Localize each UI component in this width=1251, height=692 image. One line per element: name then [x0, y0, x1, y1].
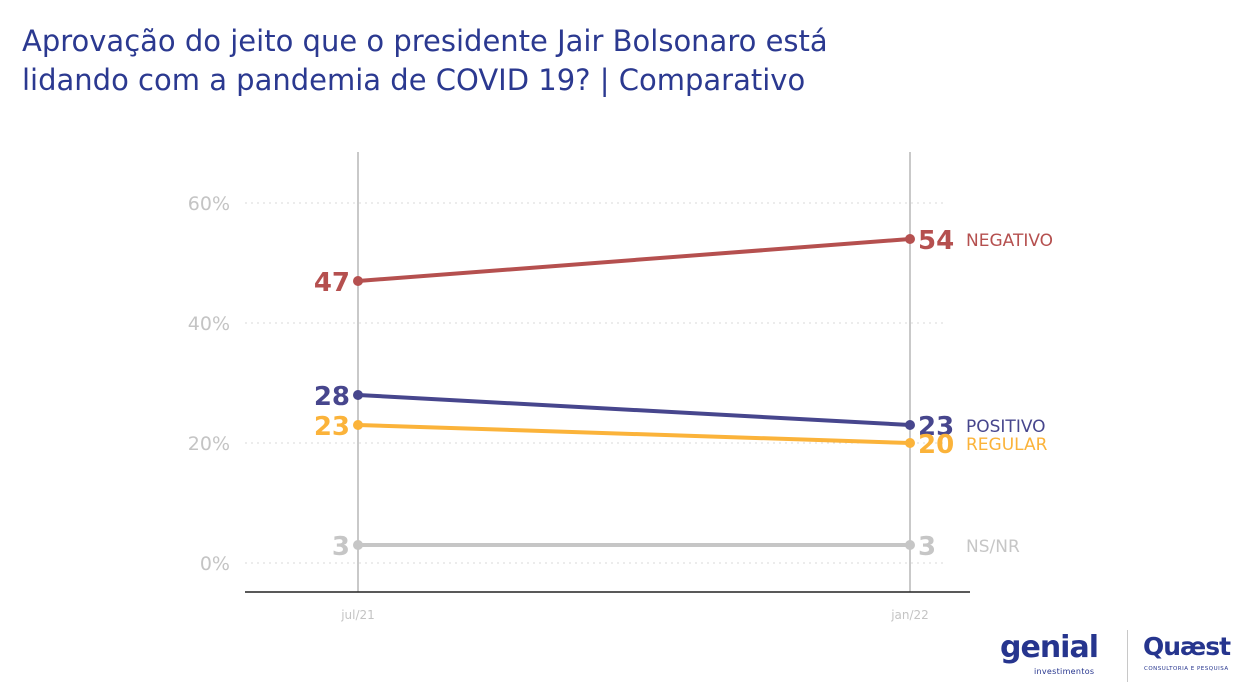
logos: genial investimentos Quæst CONSULTORIA E… — [1000, 628, 1245, 688]
data-label: 47 — [314, 268, 350, 298]
y-tick-label: 40% — [188, 313, 230, 335]
chart-title: Aprovação do jeito que o presidente Jair… — [22, 22, 1022, 100]
data-point — [353, 390, 363, 400]
series-name-label: NEGATIVO — [966, 231, 1053, 251]
x-tick-label: jan/22 — [890, 608, 929, 622]
series-line — [356, 423, 912, 445]
series-name-label: POSITIVO — [966, 417, 1046, 437]
category-lines — [357, 152, 911, 592]
genial-logo-sub: investimentos — [1034, 667, 1095, 676]
genial-logo: genial investimentos — [1000, 630, 1110, 680]
data-label: 28 — [314, 382, 350, 412]
x-axis-ticks: jul/21 jan/22 — [340, 608, 929, 622]
data-point — [353, 540, 363, 550]
y-tick-label: 20% — [188, 433, 230, 455]
y-tick-label: 60% — [188, 193, 230, 215]
data-point — [353, 276, 363, 286]
data-label: 3 — [918, 532, 936, 562]
y-axis-ticks: 0% 20% 40% 60% — [188, 193, 230, 575]
gridlines — [245, 202, 945, 564]
series-negativo: 47 54 NEGATIVO — [314, 226, 1053, 298]
series-nsnr: 3 3 NS/NR — [332, 532, 1020, 562]
quaest-logo-word: Quæst — [1143, 632, 1231, 661]
data-label: 54 — [918, 226, 954, 256]
data-label: 23 — [314, 412, 350, 442]
data-point — [905, 234, 915, 244]
chart-title-line-1: Aprovação do jeito que o presidente Jair… — [22, 24, 828, 58]
quaest-logo: Quæst CONSULTORIA E PESQUISA — [1143, 632, 1243, 682]
data-label: 3 — [332, 532, 350, 562]
series-line — [356, 237, 912, 283]
series-line — [356, 393, 912, 427]
series-name-label: NS/NR — [966, 537, 1020, 557]
y-tick-label: 0% — [200, 553, 230, 575]
data-point — [905, 540, 915, 550]
data-label: 23 — [918, 412, 954, 442]
data-label: 20 — [918, 430, 954, 460]
x-tick-label: jul/21 — [340, 608, 375, 622]
genial-logo-word: genial — [1000, 630, 1099, 665]
series-name-label: REGULAR — [966, 435, 1048, 455]
data-point — [905, 420, 915, 430]
quaest-logo-sub: CONSULTORIA E PESQUISA — [1144, 666, 1229, 672]
data-point — [353, 420, 363, 430]
logo-divider — [1127, 630, 1128, 682]
data-point — [905, 438, 915, 448]
chart-title-line-2: lidando com a pandemia de COVID 19? | Co… — [22, 63, 806, 97]
